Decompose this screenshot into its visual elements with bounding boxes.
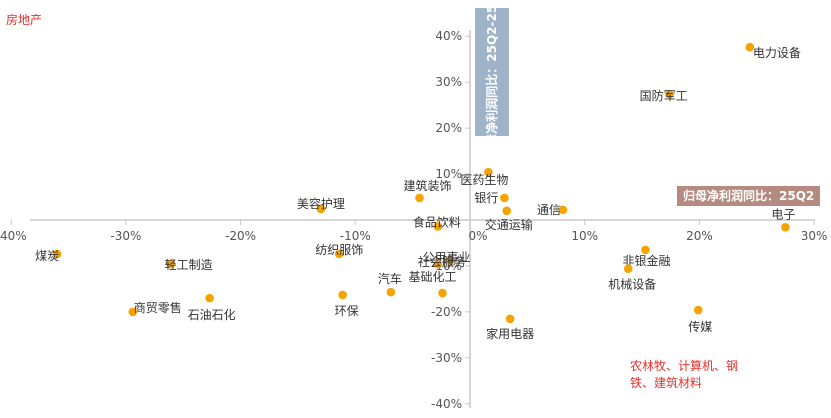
data-point: 通信	[537, 203, 568, 217]
data-point: 传媒	[688, 305, 712, 334]
point-marker	[502, 206, 512, 216]
x-tick-label: 10%	[571, 229, 598, 243]
point-marker	[745, 42, 755, 52]
data-point: 医药生物	[460, 167, 508, 187]
point-marker	[433, 222, 443, 231]
data-point: 电力设备	[745, 42, 801, 60]
data-point: 机械设备	[608, 264, 656, 292]
x-ticks: -40% -30% -20% -10% 0% 10% 20% 30%	[0, 220, 827, 243]
point-label: 电子	[771, 207, 795, 221]
x-tick-label: -20%	[225, 229, 256, 243]
data-point: 石油石化	[188, 293, 236, 322]
point-label: 美容护理	[297, 196, 345, 211]
point-marker	[693, 305, 703, 315]
y-tick-label: 20%	[435, 121, 462, 135]
point-marker	[623, 264, 633, 274]
point-label: 基础化工	[408, 270, 456, 284]
point-label: 银行	[474, 191, 498, 205]
y-tick-label: 30%	[435, 75, 462, 89]
x-tick-label: -30%	[110, 229, 141, 243]
data-point: 基础化工	[408, 270, 456, 298]
point-marker	[484, 167, 493, 177]
data-point: 美容护理	[297, 196, 345, 214]
data-point: 非银金融	[622, 245, 671, 268]
x-tick-label: 20%	[686, 229, 713, 243]
point-label: 电力设备	[753, 46, 801, 60]
data-point: 建筑装饰	[404, 178, 452, 203]
point-label: 医药生物	[460, 173, 508, 187]
point-marker	[415, 193, 424, 203]
data-point: 社会服务	[418, 254, 466, 269]
y-tick-label: 40%	[435, 29, 462, 43]
point-marker	[316, 204, 326, 214]
point-label: 国防军工	[640, 88, 688, 103]
point-marker	[558, 205, 568, 215]
data-point: 轻工制造	[165, 258, 213, 272]
point-label: 社会服务	[418, 254, 466, 269]
point-label: 非银金融	[622, 253, 670, 268]
point-label: 通信	[537, 203, 561, 217]
point-marker	[433, 259, 443, 269]
point-label: 机械设备	[608, 277, 656, 292]
point-label: 建筑装饰	[404, 178, 452, 193]
y-ticks: 40%30%20%10%-10%-20%-30%-40%	[431, 29, 470, 411]
x-tick-label: 30%	[801, 229, 828, 243]
point-marker	[52, 249, 62, 259]
point-marker	[386, 287, 396, 297]
point-marker	[781, 223, 790, 232]
data-point: 交通运输	[485, 206, 533, 232]
point-marker	[338, 290, 347, 300]
point-marker	[438, 288, 447, 298]
point-marker	[641, 245, 650, 255]
point-label: 公用事业	[423, 250, 471, 264]
bottom-note: 农林牧、计算机、钢铁、建筑材料	[630, 359, 739, 390]
x-tick-label: 0%	[468, 229, 487, 243]
data-point: 环保	[335, 290, 359, 318]
point-label: 环保	[335, 304, 359, 318]
point-label: 商贸零售	[134, 300, 182, 315]
point-label: 汽车	[378, 271, 402, 286]
point-label: 传媒	[688, 319, 712, 334]
data-point: 银行	[474, 191, 509, 205]
data-point: 食品饮料	[413, 214, 461, 231]
data-point: 家用电器	[486, 314, 534, 341]
y-axis-title: 归母净利润同比：25Q2-25Q1	[475, 0, 509, 158]
data-point: 汽车	[378, 271, 402, 297]
axes	[30, 30, 815, 408]
data-point: 电子	[771, 207, 795, 232]
y-tick-label: 10%	[435, 167, 462, 181]
point-label: 交通运输	[485, 217, 533, 232]
x-tick-label: -40%	[0, 229, 27, 243]
y-tick-label: -20%	[431, 305, 462, 319]
point-label: 纺织服饰	[315, 243, 363, 257]
y-axis-title-text: 归母净利润同比：25Q2-25Q1	[485, 0, 499, 158]
point-marker	[205, 293, 214, 303]
point-marker	[128, 307, 138, 317]
point-marker	[665, 89, 674, 99]
x-axis-title: 归母净利润同比：25Q2	[677, 186, 821, 206]
point-label: 石油石化	[188, 308, 236, 322]
data-point: 商贸零售	[128, 300, 182, 317]
point-marker	[446, 256, 455, 265]
point-label: 煤炭	[35, 249, 59, 263]
point-marker	[505, 314, 515, 324]
point-marker	[166, 259, 175, 269]
corner-note: 房地产	[6, 13, 43, 27]
point-label: 食品饮料	[413, 214, 461, 229]
point-label: 轻工制造	[165, 258, 213, 272]
point-label: 家用电器	[486, 326, 534, 341]
data-point: 煤炭	[35, 249, 62, 263]
point-marker	[334, 249, 344, 259]
data-point: 国防军工	[640, 88, 688, 103]
point-marker	[500, 193, 509, 203]
y-tick-label: -30%	[431, 351, 462, 365]
data-point: 纺织服饰	[315, 243, 363, 259]
data-point: 公用事业	[423, 250, 471, 265]
y-tick-label: -40%	[431, 397, 462, 411]
x-tick-label: -10%	[340, 229, 371, 243]
